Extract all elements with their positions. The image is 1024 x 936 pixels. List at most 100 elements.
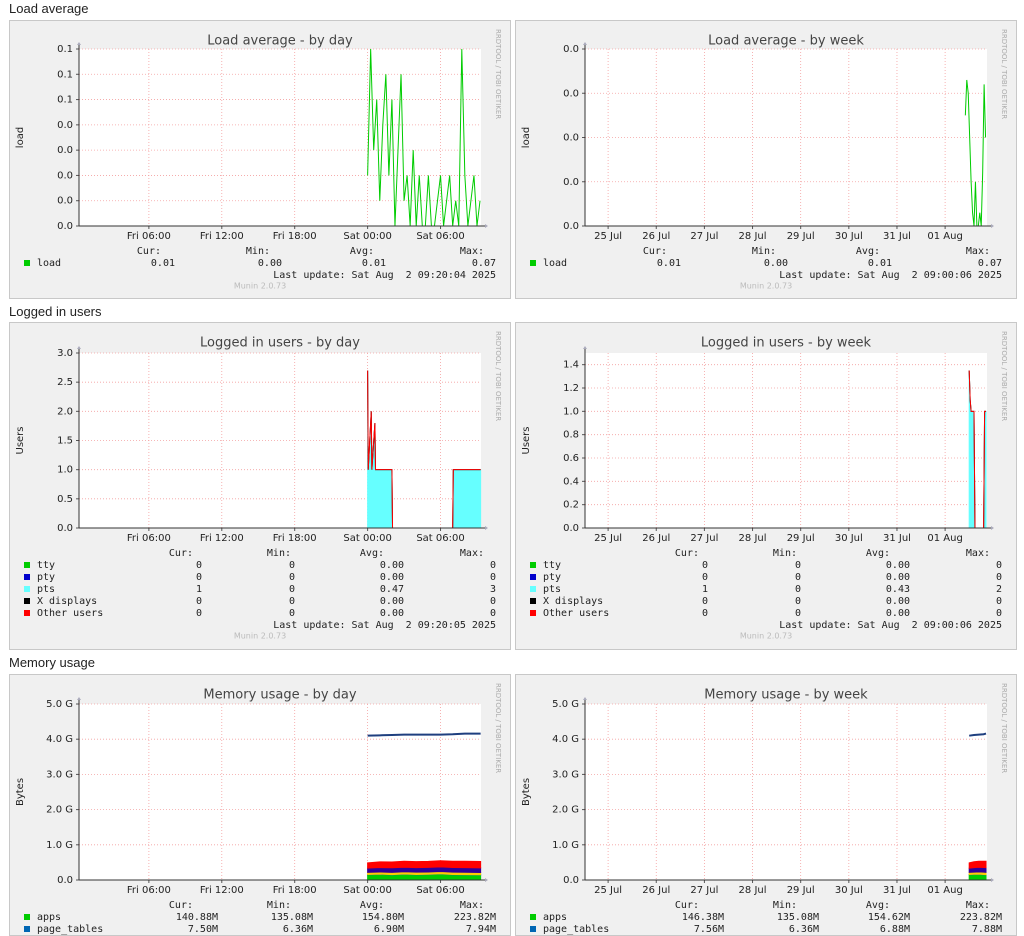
- chart: Logged in users - by week Users RRDTOOL / …: [521, 331, 1008, 641]
- stat-value: 0: [996, 608, 1002, 619]
- stat-value: 0: [996, 572, 1002, 583]
- legend-swatch: [24, 562, 30, 568]
- axis-arrow: [77, 346, 81, 349]
- chart-title: Load average - by week: [708, 34, 864, 49]
- y-tick-label: 2.0 G: [46, 805, 73, 816]
- axis-arrow: [583, 697, 587, 700]
- y-tick-label: 1.0 G: [552, 840, 579, 851]
- stat-value: 0.43: [886, 584, 910, 595]
- stat-header: Avg:: [360, 900, 384, 911]
- y-tick-label: 1.2: [563, 383, 579, 394]
- stat-header: Avg:: [866, 900, 890, 911]
- y-tick-label: 0.1: [57, 44, 73, 55]
- stat-value: 0.47: [380, 584, 404, 595]
- stat-value: 0: [702, 596, 708, 607]
- stat-value: 0.00: [258, 258, 282, 269]
- stat-header: Max:: [460, 246, 484, 257]
- stat-value: 0: [996, 560, 1002, 571]
- y-tick-label: 0.0: [563, 177, 579, 188]
- legend-label: Other users: [37, 608, 103, 619]
- legend-swatch: [24, 598, 30, 604]
- y-axis-label: Bytes: [521, 778, 532, 806]
- axis-arrow: [583, 346, 587, 349]
- x-tick-label: 31 Jul: [883, 885, 911, 896]
- x-tick-label: 29 Jul: [787, 231, 815, 242]
- stat-header: Min:: [773, 548, 797, 559]
- stat-value: 0.07: [978, 258, 1002, 269]
- stat-value: 0: [289, 608, 295, 619]
- chart: Memory usage - by week Bytes RRDTOOL / TOB…: [521, 683, 1008, 935]
- stat-value: 0: [196, 596, 202, 607]
- x-tick-label: 29 Jul: [787, 885, 815, 896]
- y-tick-label: 0.0: [57, 145, 73, 156]
- stat-value: 0: [490, 608, 496, 619]
- x-tick-label: 30 Jul: [835, 885, 863, 896]
- x-tick-label: 27 Jul: [690, 885, 718, 896]
- y-tick-label: 0.8: [563, 430, 579, 441]
- y-tick-label: 1.4: [563, 360, 579, 371]
- stat-value: 0.01: [657, 258, 681, 269]
- stat-value: 0.00: [886, 608, 910, 619]
- y-tick-label: 3.0 G: [552, 769, 579, 780]
- stat-value: 6.88M: [880, 924, 910, 935]
- x-tick-label: Fri 12:00: [200, 885, 244, 896]
- stat-value: 0: [490, 596, 496, 607]
- y-tick-label: 0.0: [57, 196, 73, 207]
- stat-value: 223.82M: [454, 912, 496, 923]
- footer: Munin 2.0.73: [234, 282, 286, 291]
- x-tick-label: Fri 06:00: [127, 231, 171, 242]
- y-tick-label: 0.1: [57, 95, 73, 106]
- legend-swatch: [530, 260, 536, 266]
- y-tick-label: 0.0: [563, 221, 579, 232]
- stat-value: 6.90M: [374, 924, 404, 935]
- stat-value: 0.00: [380, 596, 404, 607]
- y-tick-label: 0.6: [563, 453, 579, 464]
- stat-value: 0.01: [362, 258, 386, 269]
- stat-value: 7.94M: [466, 924, 496, 935]
- stat-value: 0: [490, 572, 496, 583]
- y-tick-label: 0.0: [563, 44, 579, 55]
- y-tick-label: 2.5: [57, 377, 73, 388]
- stat-value: 154.80M: [362, 912, 404, 923]
- axis-arrow: [77, 42, 81, 45]
- x-tick-label: 27 Jul: [690, 231, 718, 242]
- legend-swatch: [24, 586, 30, 592]
- legend-label: X displays: [543, 596, 603, 607]
- x-tick-label: 31 Jul: [883, 231, 911, 242]
- stat-value: 0: [289, 572, 295, 583]
- axis-arrow: [991, 224, 994, 228]
- section-heading: Logged in users: [9, 304, 102, 319]
- side-text: RRDTOOL / TOBI OETIKER: [1000, 331, 1008, 421]
- y-tick-label: 0.0: [57, 120, 73, 131]
- stat-header: Min:: [752, 246, 776, 257]
- stat-value: 0.01: [868, 258, 892, 269]
- y-tick-label: 0.0: [563, 523, 579, 534]
- y-tick-label: 0.0: [57, 170, 73, 181]
- stat-value: 0.00: [380, 560, 404, 571]
- y-axis-label: Users: [521, 426, 532, 454]
- stat-value: 0: [490, 560, 496, 571]
- y-tick-label: 0.0: [563, 133, 579, 144]
- side-text: RRDTOOL / TOBI OETIKER: [494, 29, 502, 119]
- stat-value: 140.88M: [176, 912, 218, 923]
- plot-area: [585, 704, 987, 880]
- axis-arrow: [485, 526, 488, 530]
- stat-header: Min:: [267, 900, 291, 911]
- side-text: RRDTOOL / TOBI OETIKER: [1000, 683, 1008, 773]
- legend-swatch: [530, 598, 536, 604]
- y-axis-label: Users: [15, 426, 26, 454]
- stat-value: 7.56M: [694, 924, 724, 935]
- graph-panel: Logged in users - by week Users RRDTOOL / …: [515, 322, 1017, 650]
- axis-arrow: [583, 42, 587, 45]
- legend-swatch: [530, 610, 536, 616]
- legend-swatch: [530, 586, 536, 592]
- y-tick-label: 2.0: [57, 406, 73, 417]
- chart-title: Load average - by day: [207, 34, 353, 49]
- y-tick-label: 0.0: [57, 221, 73, 232]
- stat-value: 0.00: [886, 560, 910, 571]
- stat-header: Min:: [246, 246, 270, 257]
- legend-swatch: [530, 574, 536, 580]
- line: [964, 79, 987, 227]
- stat-value: 135.08M: [777, 912, 819, 923]
- last-update: Last update: Sat Aug 2 09:00:06 2025: [779, 270, 1002, 281]
